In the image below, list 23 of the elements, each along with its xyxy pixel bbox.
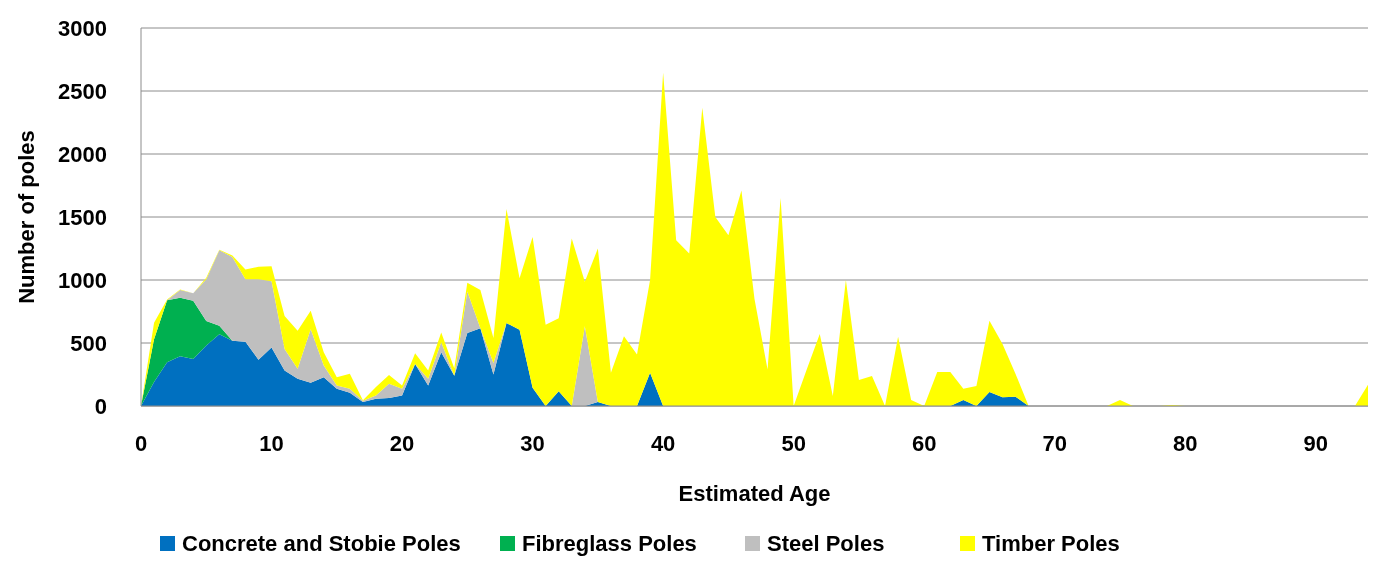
x-tick-label: 50: [781, 431, 806, 456]
legend-label: Concrete and Stobie Poles: [182, 531, 461, 556]
x-tick-label: 60: [911, 431, 937, 456]
x-tick-label: 10: [259, 431, 284, 456]
y-tick-label: 1000: [58, 267, 107, 293]
legend-label: Fibreglass Poles: [522, 531, 697, 556]
legend-label: Steel Poles: [767, 531, 885, 556]
y-tick-label: 2500: [58, 78, 107, 104]
x-tick-label: 20: [389, 431, 415, 456]
x-tick-label: 90: [1303, 431, 1329, 456]
y-axis-title: Number of poles: [14, 130, 39, 304]
y-tick-label: 1500: [58, 204, 107, 230]
x-tick-label: 0: [134, 431, 148, 456]
x-tick-label: 30: [520, 431, 545, 456]
y-tick-label: 3000: [58, 15, 107, 41]
y-tick-label: 2000: [58, 141, 107, 167]
x-tick-label: 70: [1042, 431, 1067, 456]
y-tick-label: 500: [70, 330, 107, 356]
x-tick-label: 40: [650, 431, 676, 456]
x-axis-title: Estimated Age: [678, 481, 831, 506]
legend-label: Timber Poles: [982, 531, 1120, 556]
y-tick-label: 0: [94, 393, 107, 419]
x-tick-label: 80: [1173, 431, 1198, 456]
